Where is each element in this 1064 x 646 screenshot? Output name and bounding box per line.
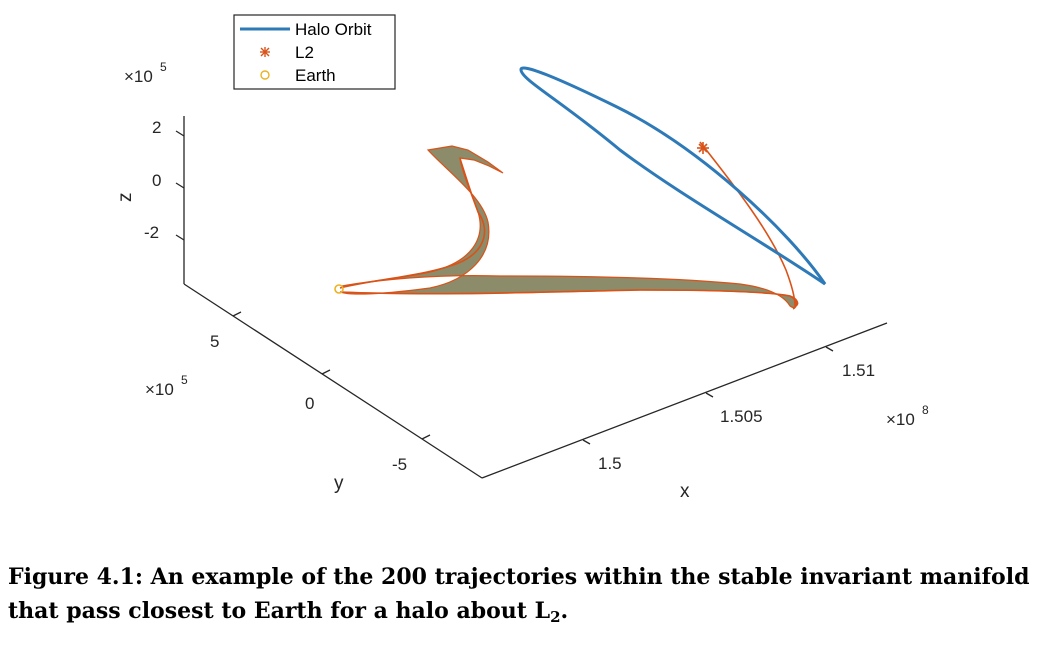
x-axis-label: x — [680, 481, 690, 502]
y-exponent: ×10 5 — [145, 373, 188, 399]
legend-label-halo: Halo Orbit — [295, 20, 372, 39]
caption-subscript: 2 — [550, 608, 561, 626]
y-tick-label: 5 — [210, 332, 219, 351]
manifold-edge — [339, 157, 486, 289]
earth-marker — [334, 284, 344, 294]
manifold-band — [339, 145, 799, 309]
caption-text: Figure 4.1: An example of the 200 trajec… — [8, 564, 1030, 624]
x-tick-label: 1.51 — [842, 361, 875, 380]
z-exponent: ×10 5 — [124, 60, 167, 86]
x-axis-line — [481, 322, 888, 479]
x-tick — [582, 439, 591, 445]
y-tick — [321, 369, 331, 375]
halo-orbit — [519, 66, 827, 286]
svg-text:×10: ×10 — [124, 67, 153, 86]
manifold-trajectories — [339, 141, 799, 310]
x-exponent: ×10 8 — [886, 403, 929, 429]
x-tick-label: 1.505 — [720, 407, 763, 426]
legend-label-l2: L2 — [295, 43, 314, 62]
manifold-3d-plot: 2 0 -2 5 0 -5 1.5 1.505 1.51 z y x ×10 5… — [115, 14, 929, 502]
y-axis-line — [183, 283, 483, 479]
l2-marker — [697, 142, 709, 154]
z-tick — [175, 182, 185, 189]
z-tick-label: 2 — [152, 118, 161, 137]
x-tick — [705, 392, 714, 398]
figure-caption: Figure 4.1: An example of the 200 trajec… — [8, 560, 1058, 634]
svg-text:×10: ×10 — [145, 380, 174, 399]
z-tick-label: 0 — [152, 171, 161, 190]
svg-text:5: 5 — [160, 60, 167, 74]
y-tick-label: -5 — [392, 455, 407, 474]
tick-marks — [175, 130, 834, 445]
z-axis-label: z — [115, 193, 136, 203]
manifold-edge — [699, 141, 796, 307]
x-tick-label: 1.5 — [598, 454, 622, 473]
legend: Halo Orbit L2 Earth — [233, 14, 396, 90]
legend-earth-marker — [260, 70, 270, 80]
svg-text:×10: ×10 — [886, 410, 915, 429]
z-tick-label: -2 — [144, 223, 159, 242]
z-tick — [175, 130, 185, 137]
legend-l2-marker — [260, 47, 270, 57]
manifold-edge — [339, 289, 798, 310]
y-tick-label: 0 — [305, 394, 314, 413]
y-axis-label: y — [334, 473, 344, 494]
caption-suffix: . — [560, 598, 569, 624]
z-tick — [175, 234, 185, 241]
y-tick — [232, 311, 242, 317]
legend-label-earth: Earth — [295, 66, 336, 85]
y-tick — [421, 434, 431, 440]
svg-text:8: 8 — [922, 403, 929, 417]
x-tick — [825, 346, 834, 352]
svg-text:5: 5 — [181, 373, 188, 387]
